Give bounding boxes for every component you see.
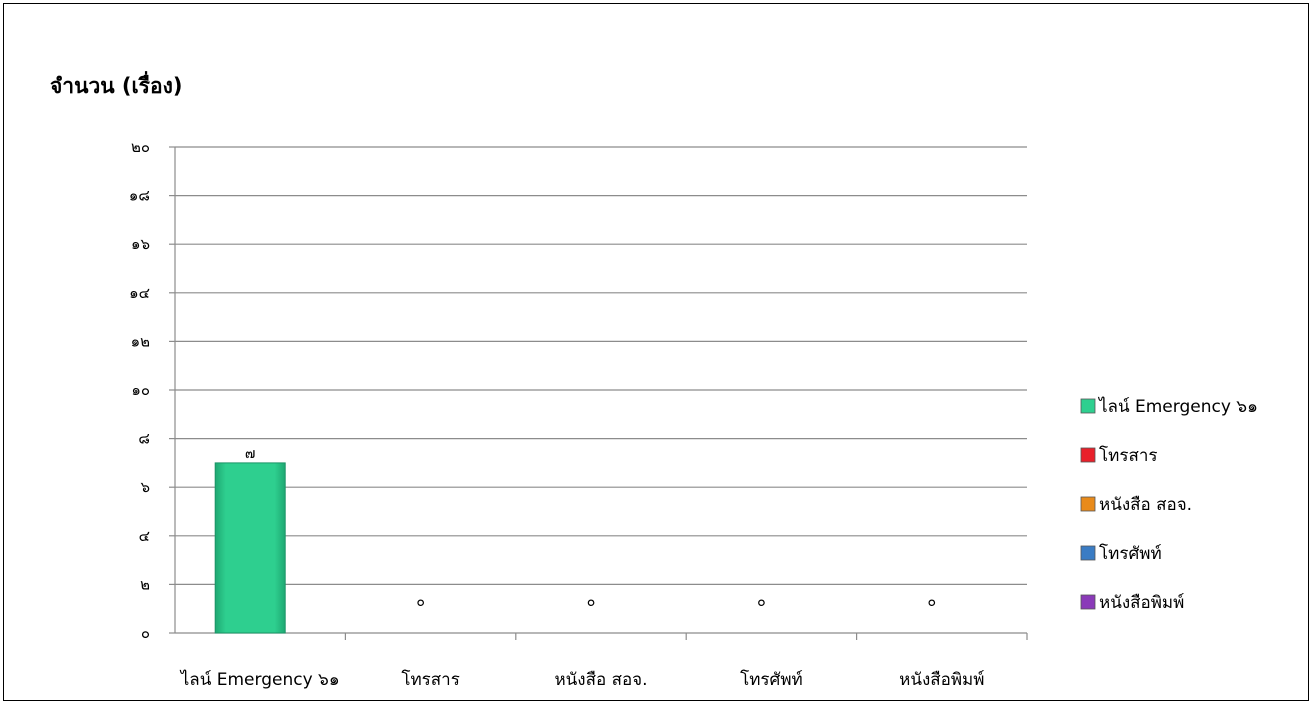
y-tick-label: ๒๐	[131, 138, 150, 156]
data-label: ๐	[587, 594, 596, 610]
y-tick-label: ๖	[140, 478, 150, 496]
legend-label: โทรสาร	[1099, 445, 1158, 466]
legend-swatch	[1080, 594, 1096, 610]
x-tick-label: โทรสาร	[401, 669, 460, 690]
legend-label: หนังสือ สอจ.	[1099, 495, 1192, 515]
legend-swatch	[1080, 496, 1096, 512]
y-tick-label: ๑๔	[129, 284, 150, 302]
x-tick-label: โทรศัพท์	[740, 669, 803, 690]
data-label: ๐	[416, 594, 425, 610]
legend-label: ไลน์ Emergency ๖๑	[1097, 396, 1258, 417]
y-tick-label: ๑๖	[131, 235, 150, 253]
y-tick-label: ๑๘	[129, 187, 150, 205]
legend-swatch	[1080, 545, 1096, 561]
x-tick-label: หนังสือพิมพ์	[899, 670, 984, 690]
y-tick-label: ๐	[141, 624, 150, 642]
data-label: ๐	[928, 594, 937, 610]
bar	[214, 462, 286, 634]
data-label: ๗	[245, 446, 256, 462]
y-axis-label: จำนวน (เรื่อง)	[50, 74, 183, 98]
legend-label: หนังสือพิมพ์	[1099, 593, 1184, 613]
y-tick-label: ๑๐	[131, 381, 150, 399]
x-tick-label: ไลน์ Emergency ๖๑	[179, 669, 340, 690]
legend-swatch	[1080, 447, 1096, 463]
legend-swatch	[1080, 398, 1096, 414]
legend-label: โทรศัพท์	[1099, 543, 1162, 564]
data-label: ๐	[757, 594, 766, 610]
y-tick-label: ๘	[138, 430, 150, 448]
y-tick-label: ๒	[140, 575, 150, 593]
x-tick-label: หนังสือ สอจ.	[554, 670, 647, 690]
y-tick-label: ๔	[139, 527, 150, 545]
y-tick-label: ๑๒	[131, 332, 150, 350]
